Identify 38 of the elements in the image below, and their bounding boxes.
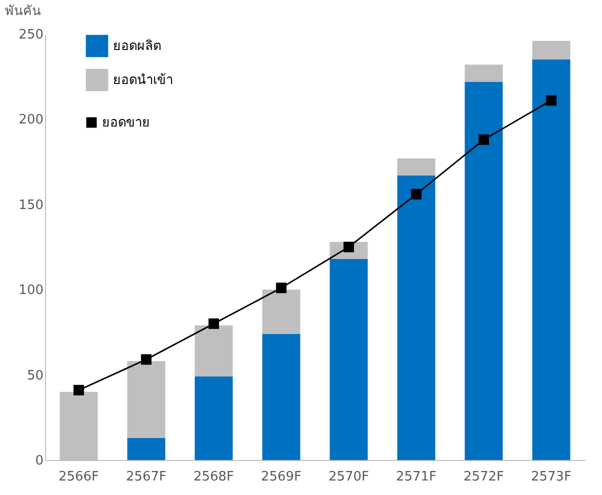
bar xyxy=(127,361,166,438)
x-tick-label: 2568F xyxy=(193,470,234,484)
legend-label: ยอดผลิต xyxy=(113,39,161,54)
y-tick-label: 50 xyxy=(26,368,44,384)
bar xyxy=(397,158,436,176)
bar xyxy=(262,334,300,460)
y-axis-title: พันคัน xyxy=(5,4,41,19)
y-tick-label: 200 xyxy=(18,112,44,128)
bar xyxy=(464,64,503,82)
legend-label: ยอดนำเข้า xyxy=(113,73,173,88)
bar xyxy=(397,175,436,460)
x-tick-label: 2572F xyxy=(463,470,504,484)
bar xyxy=(330,258,368,460)
bar xyxy=(127,438,166,460)
bar xyxy=(194,376,233,460)
x-tick-label: 2569F xyxy=(260,470,302,484)
x-tick-label: 2571F xyxy=(396,470,437,484)
point xyxy=(546,95,556,106)
bar xyxy=(532,60,570,460)
y-tick-label: 100 xyxy=(18,283,44,298)
x-tick-label: 2566F xyxy=(58,470,100,484)
y-tick-label: 150 xyxy=(18,198,44,213)
point xyxy=(276,282,286,294)
bar xyxy=(262,290,300,334)
point xyxy=(141,354,152,365)
bar xyxy=(464,82,503,460)
point xyxy=(478,134,489,145)
bar xyxy=(194,325,233,377)
point xyxy=(208,318,219,329)
y-tick-label: 0 xyxy=(35,454,44,468)
x-tick-label: 2567F xyxy=(126,470,167,484)
point xyxy=(411,188,422,200)
x-tick-label: 2573F xyxy=(530,470,572,484)
legend-label: ยอดขาย xyxy=(102,116,150,130)
y-tick-label: 250 xyxy=(18,28,44,42)
x-tick-label: 2570F xyxy=(328,470,370,484)
point xyxy=(74,384,84,396)
bar xyxy=(532,40,570,60)
